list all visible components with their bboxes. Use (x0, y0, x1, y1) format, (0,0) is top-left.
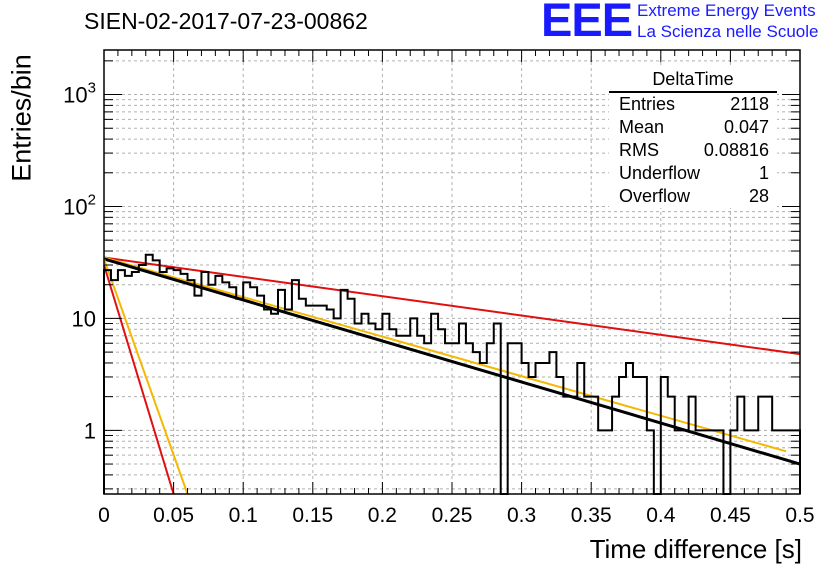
stats-row-overflow: Overflow 28 (619, 186, 769, 209)
x-axis-label: Time difference [s] (589, 534, 802, 564)
stats-value: 1 (758, 163, 769, 183)
x-tick-label: 0.05 (153, 504, 194, 527)
stats-key: Overflow (619, 186, 691, 206)
x-tick-label: 0.45 (710, 504, 751, 527)
red-fit-curve (103, 264, 175, 495)
x-tick-labels: 0 0.05 0.1 0.15 0.2 0.25 0.3 0.35 0.4 0.45 0.5 (98, 504, 814, 527)
yellow-fit-curve (103, 256, 787, 453)
stats-key: RMS (619, 140, 659, 160)
grid-lines (103, 50, 801, 494)
stats-row-entries: Entries 2118 (619, 94, 769, 117)
stats-box: DeltaTime Entries 2118 Mean 0.047 RMS 0.… (609, 66, 777, 208)
x-tick-label: 0.5 (785, 504, 814, 527)
x-tick-label: 0.3 (507, 504, 536, 527)
x-tick-label: 0.2 (368, 504, 397, 527)
y-tick-labels: 1 10 102 103 (63, 80, 96, 444)
x-tick-label: 0.35 (571, 504, 612, 527)
fit-curves (103, 256, 801, 495)
y-tick-label: 1 (84, 418, 96, 443)
x-tick-label: 0.25 (432, 504, 473, 527)
histogram-series (103, 253, 801, 495)
x-tick-label: 0.1 (229, 504, 258, 527)
x-tick-label: 0.15 (292, 504, 333, 527)
stats-key: Mean (619, 117, 665, 137)
stats-value: 0.08816 (703, 140, 769, 160)
logo-caption-line1: Extreme Energy Events (637, 1, 816, 20)
x-tick-label: 0 (98, 504, 110, 527)
stats-key: Underflow (619, 163, 701, 183)
x-tick-label: 0.4 (646, 504, 676, 527)
axis-ticks (103, 50, 801, 494)
black-fit-curve (103, 257, 801, 466)
logo-caption-line2: La Scienza nelle Scuole (637, 22, 819, 41)
stats-value: 28 (748, 186, 769, 206)
y-axis-label: Entries/bin (6, 54, 37, 182)
stats-row-rms: RMS 0.08816 (619, 140, 769, 163)
stats-key: Entries (619, 94, 676, 114)
stats-value: 2118 (730, 94, 769, 114)
stats-value: 0.047 (723, 117, 769, 137)
run-title: SIEN-02-2017-07-23-00862 (84, 8, 368, 34)
red-fit-curve (103, 256, 801, 356)
stats-divider (609, 91, 777, 93)
stats-title: DeltaTime (652, 69, 734, 89)
stats-row-underflow: Underflow 1 (619, 163, 769, 186)
y-tick-label: 10 (72, 306, 96, 331)
stats-row-mean: Mean 0.047 (619, 117, 769, 140)
eee-logo: EEE (541, 0, 633, 46)
y-tick-label: 102 (63, 191, 96, 219)
y-tick-label: 103 (63, 80, 96, 108)
yellow-fit-curve (103, 258, 189, 495)
